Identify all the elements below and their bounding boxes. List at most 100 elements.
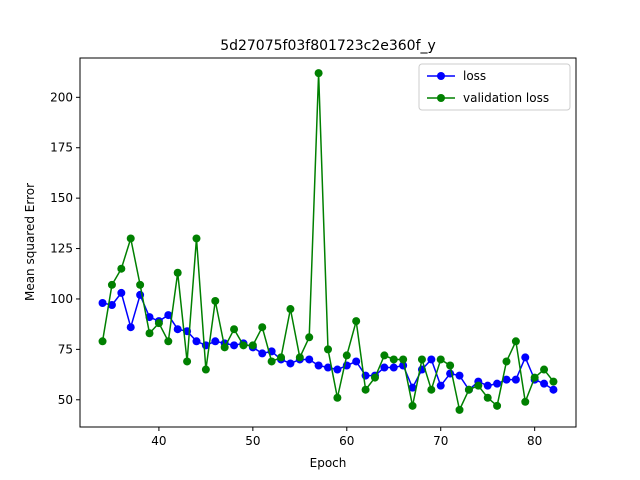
data-point-loss [549, 385, 558, 394]
legend-swatch-marker [437, 94, 445, 102]
y-tick-label: 100 [50, 292, 73, 306]
data-point-validation-loss [493, 401, 502, 410]
data-point-validation-loss [126, 234, 135, 243]
series-loss [98, 288, 558, 394]
data-point-loss [455, 371, 464, 380]
data-point-validation-loss [173, 268, 182, 277]
data-point-validation-loss [154, 319, 163, 328]
data-point-loss [126, 323, 135, 332]
x-axis: 40 50 60 70 80 [151, 427, 542, 448]
data-point-validation-loss [549, 377, 558, 386]
x-tick-label: 80 [527, 434, 542, 448]
data-point-validation-loss [107, 280, 116, 289]
data-point-validation-loss [98, 337, 107, 346]
legend-label: validation loss [463, 91, 549, 105]
plot-frame [79, 57, 577, 428]
data-point-validation-loss [502, 357, 511, 366]
data-point-validation-loss [267, 357, 276, 366]
data-point-loss [117, 288, 126, 297]
data-point-validation-loss [540, 365, 549, 374]
data-point-loss [98, 298, 107, 307]
data-point-validation-loss [408, 401, 417, 410]
data-point-validation-loss [361, 385, 370, 394]
data-point-validation-loss [333, 393, 342, 402]
data-point-loss [408, 383, 417, 392]
data-point-loss [286, 359, 295, 368]
data-point-validation-loss [183, 357, 192, 366]
y-tick-label: 200 [50, 90, 73, 104]
data-point-validation-loss [286, 305, 295, 314]
data-point-validation-loss [192, 234, 201, 243]
legend-label: loss [463, 69, 486, 83]
series-layer [98, 69, 558, 414]
legend-item-validation-loss: validation loss [427, 91, 549, 105]
data-point-validation-loss [201, 365, 210, 374]
data-point-validation-loss [305, 333, 314, 342]
chart-title: 5d27075f03f801723c2e360f_y [220, 38, 436, 54]
x-tick-label: 70 [433, 434, 448, 448]
y-tick-label: 125 [50, 242, 73, 256]
data-point-loss [511, 375, 520, 384]
data-point-loss [436, 381, 445, 390]
data-point-loss [314, 361, 323, 370]
data-point-loss [211, 337, 220, 346]
data-point-loss [173, 325, 182, 334]
legend-item-loss: loss [427, 69, 486, 83]
data-point-loss [389, 363, 398, 372]
data-point-loss [305, 355, 314, 364]
data-point-validation-loss [352, 317, 361, 326]
data-point-validation-loss [230, 325, 239, 334]
data-point-validation-loss [277, 353, 286, 362]
y-tick-label: 150 [50, 191, 73, 205]
data-point-loss [352, 357, 361, 366]
data-point-validation-loss [145, 329, 154, 338]
data-point-validation-loss [239, 341, 248, 350]
data-point-validation-loss [342, 351, 351, 360]
data-point-validation-loss [417, 355, 426, 364]
y-tick-label: 75 [58, 342, 73, 356]
data-point-validation-loss [136, 280, 145, 289]
data-point-validation-loss [446, 361, 455, 370]
data-point-loss [258, 349, 267, 358]
x-tick-label: 40 [151, 434, 166, 448]
data-point-loss [192, 337, 201, 346]
data-point-validation-loss [211, 296, 220, 305]
x-tick-label: 60 [339, 434, 354, 448]
data-point-validation-loss [248, 341, 257, 350]
data-point-loss [521, 353, 530, 362]
data-point-validation-loss [455, 405, 464, 414]
data-point-loss [380, 363, 389, 372]
data-point-validation-loss [464, 385, 473, 394]
y-axis-label: Mean squared Error [23, 183, 37, 301]
data-point-validation-loss [164, 337, 173, 346]
y-axis: 50 75 100 125 150 175 200 [50, 90, 80, 407]
data-point-validation-loss [530, 373, 539, 382]
y-tick-label: 175 [50, 141, 73, 155]
x-tick-label: 50 [245, 434, 260, 448]
legend: loss validation loss [418, 63, 571, 111]
data-point-validation-loss [521, 397, 530, 406]
data-point-validation-loss [436, 355, 445, 364]
data-point-validation-loss [117, 264, 126, 273]
data-point-validation-loss [314, 69, 323, 78]
legend-box [418, 63, 571, 111]
data-point-loss [333, 365, 342, 374]
series-validation-loss [98, 69, 558, 414]
data-point-loss [230, 341, 239, 350]
data-point-loss [483, 381, 492, 390]
data-point-validation-loss [511, 337, 520, 346]
y-tick-label: 50 [58, 393, 73, 407]
data-point-validation-loss [380, 351, 389, 360]
data-point-loss [324, 363, 332, 372]
data-point-validation-loss [427, 385, 436, 394]
data-point-validation-loss [324, 345, 332, 354]
legend-swatch-marker [437, 72, 445, 80]
data-point-validation-loss [295, 353, 304, 362]
data-point-validation-loss [370, 373, 379, 382]
data-point-validation-loss [483, 393, 492, 402]
data-point-validation-loss [389, 355, 398, 364]
data-point-validation-loss [220, 343, 229, 352]
data-point-loss [502, 375, 511, 384]
data-point-loss [164, 311, 173, 320]
